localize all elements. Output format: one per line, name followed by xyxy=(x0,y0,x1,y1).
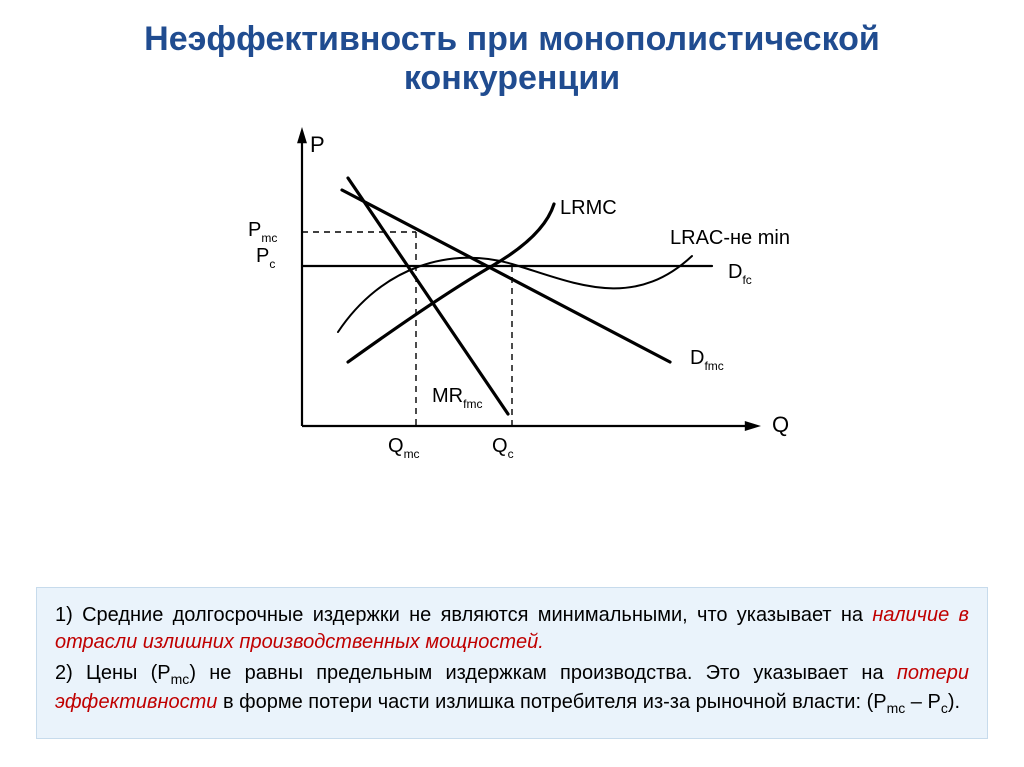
point-2-sub2: mc xyxy=(887,700,906,716)
svg-text:MRfmc: MRfmc xyxy=(432,385,482,411)
svg-text:Qmc: Qmc xyxy=(388,435,420,461)
point-2-post2: – P xyxy=(905,691,941,713)
point-2-post: в форме потери части излишка потребителя… xyxy=(217,691,886,713)
svg-text:Pc: Pc xyxy=(256,245,275,271)
title-line-1: Неэффективность при монополистической xyxy=(144,20,880,58)
explanation-box: 1) Средние долгосрочные издержки не явля… xyxy=(36,587,988,739)
economics-chart: P Q PmcPc LRMC LRAC-не min Dfc Dfmc MRfmc Qmc Qc xyxy=(192,116,832,476)
point-2-sub1: mc xyxy=(171,671,190,687)
title-line-2: конкуренции xyxy=(404,59,620,97)
svg-text:LRAC-не min: LRAC-не min xyxy=(670,227,790,249)
svg-text:LRMC: LRMC xyxy=(560,197,617,219)
svg-text:Qc: Qc xyxy=(492,435,514,461)
slide: Неэффективность при монополистической ко… xyxy=(0,0,1024,767)
svg-text:P: P xyxy=(310,132,325,157)
point-2-post3: ). xyxy=(948,691,960,713)
point-1-pre: 1) Средние долгосрочные издержки не явля… xyxy=(55,604,872,626)
slide-title: Неэффективность при монополистической ко… xyxy=(36,20,988,98)
svg-text:Dfmc: Dfmc xyxy=(690,347,724,373)
svg-text:Q: Q xyxy=(772,412,789,437)
point-2-sub3: c xyxy=(941,700,948,716)
point-2-pre: 2) Цены (P xyxy=(55,662,171,684)
svg-text:Dfc: Dfc xyxy=(728,261,752,287)
svg-text:Pmc: Pmc xyxy=(248,219,277,245)
point-2-mid: ) не равны предельным издержкам производ… xyxy=(189,662,897,684)
point-2: 2) Цены (Pmc) не равны предельным издерж… xyxy=(55,660,969,718)
point-1: 1) Средние долгосрочные издержки не явля… xyxy=(55,602,969,656)
chart: P Q PmcPc LRMC LRAC-не min Dfc Dfmc MRfmc Qmc Qc xyxy=(192,116,832,476)
